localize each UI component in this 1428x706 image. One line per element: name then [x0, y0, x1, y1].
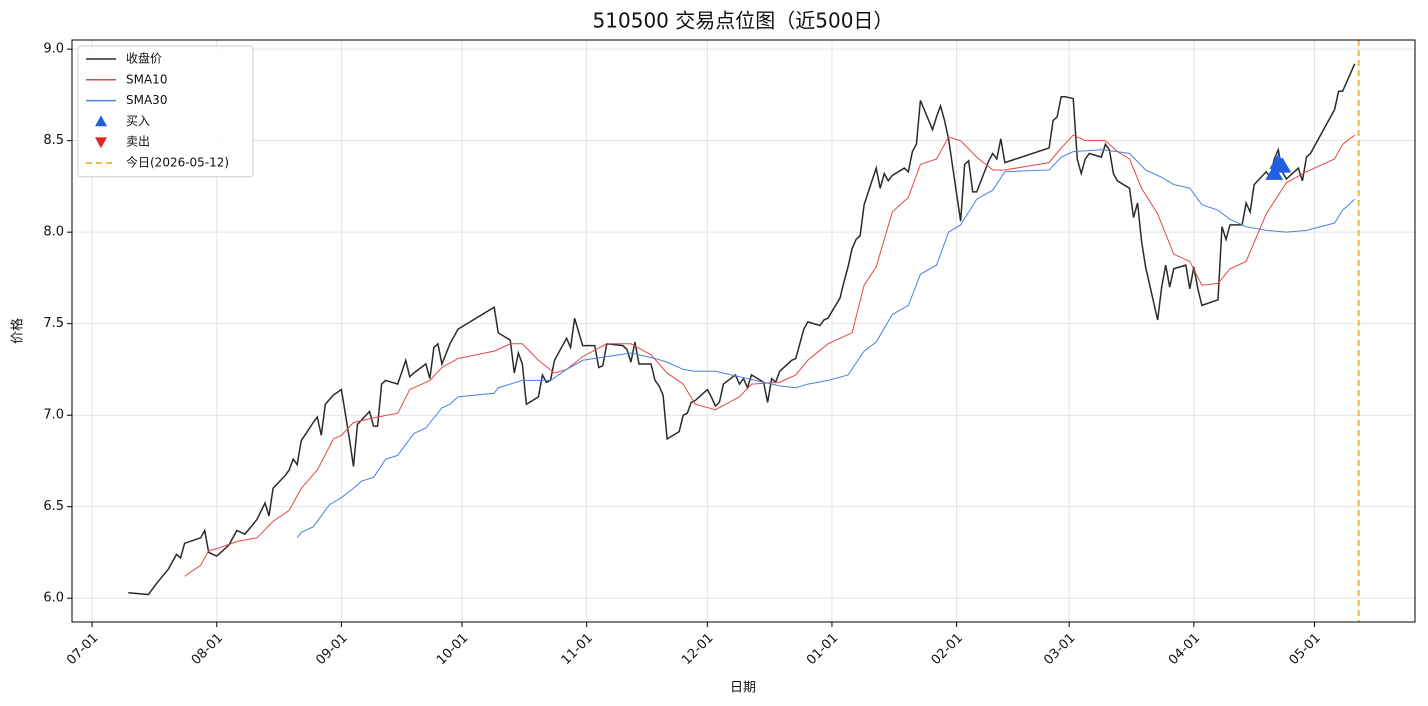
legend-label: 买入: [126, 114, 150, 128]
y-axis-label: 价格: [10, 318, 26, 344]
axes-frame: [71, 39, 1416, 623]
legend-label: SMA30: [126, 93, 167, 107]
legend-label: SMA10: [126, 72, 167, 86]
y-tick-label: 6.0: [43, 591, 64, 606]
legend-label: 收盘价: [126, 51, 162, 66]
legend-label: 今日(2026-05-12): [126, 155, 229, 170]
legend-swatch: [95, 115, 107, 127]
legend-swatch: [95, 137, 107, 149]
legend-box: [77, 45, 254, 178]
y-tick-label: 7.0: [43, 408, 64, 423]
buy-marker: [1273, 157, 1292, 173]
x-axis-label: 日期: [730, 681, 756, 696]
legend-label: 卖出: [126, 135, 150, 149]
series-line: [184, 134, 1355, 577]
y-tick-label: 9.0: [43, 42, 64, 57]
y-tick-label: 6.5: [43, 499, 64, 514]
plot-area: [128, 40, 1360, 622]
series-line: [296, 149, 1356, 539]
y-tick-label: 8.5: [43, 133, 64, 148]
chart-title: 510500 交易点位图（近500日）: [593, 9, 894, 33]
series-line: [128, 63, 1356, 596]
y-tick-label: 8.0: [43, 225, 64, 240]
y-tick-label: 7.5: [43, 316, 64, 331]
